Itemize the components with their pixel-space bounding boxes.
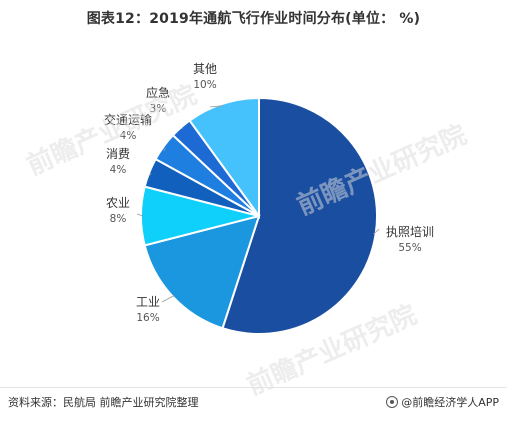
slice-labels: 执照培训 55% 工业 16% 农业 8% 消费 4% 交通运输 4% 应急 3% 其他 10% [104,62,434,324]
slice-value-label-4: 4% [110,164,127,176]
leader-line-3 [136,213,144,217]
slice-name-label-1: 执照培训 [386,224,434,239]
slice-name-label-7: 其他 [193,62,217,76]
slice-value-label-2: 16% [136,312,159,324]
leader-line-4 [148,173,152,177]
slice-name-label-6: 应急 [146,85,170,100]
leader-line-7 [209,105,224,108]
brand-logo-icon [386,396,399,408]
pie-slice-2 [143,214,261,330]
pie-slice-7 [188,96,260,220]
brand-name: @前瞻经济学人APP [401,396,499,409]
leader-line-5 [163,147,166,152]
slice-value-label-7: 10% [193,79,216,91]
leader-lines [136,105,380,303]
slice-name-label-2: 工业 [136,295,160,309]
slice-value-label-1: 55% [398,242,421,254]
brand-credit: @前瞻经济学人APP [386,394,499,410]
source-note: 资料来源：民航局 前瞻产业研究院整理 [8,396,199,409]
leader-line-1 [373,228,380,235]
footer-divider [0,387,507,388]
slice-name-label-5: 交通运输 [104,112,152,127]
slice-value-label-6: 3% [150,103,167,115]
slice-name-label-3: 农业 [106,196,130,210]
leader-line-2 [161,295,175,303]
pie-slice-1 [221,96,379,335]
slice-name-label-4: 消费 [106,147,130,161]
slice-value-label-3: 8% [110,213,127,225]
slice-value-label-5: 4% [120,130,137,142]
chart-title: 图表12：2019年通航飞行作业时间分布(单位： %) [86,11,421,27]
pie-slices [140,96,379,335]
